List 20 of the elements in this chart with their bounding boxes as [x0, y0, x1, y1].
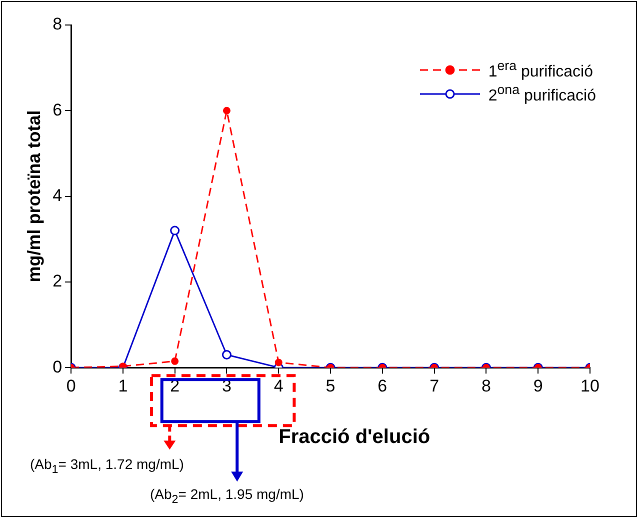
x-tick-label: 6: [378, 376, 388, 396]
y-tick-label: 4: [52, 186, 62, 205]
x-tick-label: 9: [533, 376, 543, 396]
y-tick-label: 8: [52, 14, 62, 34]
x-tick-label: 4: [274, 376, 284, 396]
text: (Ab$_{2}$= 2mL, 1.95 mg/mL): [150, 486, 304, 506]
text: (Ab$_{1}$= 3mL, 1.72 mg/mL): [30, 456, 184, 476]
y-tick-label: 0: [52, 357, 62, 376]
x-tick-label: 8: [481, 376, 491, 396]
x-tick-label: 0: [66, 376, 76, 396]
x-tick-label: 7: [430, 376, 440, 396]
x-tick-label: 10: [580, 376, 600, 396]
x-axis-title: Fracció d'elució: [278, 426, 430, 449]
legend-label: 2$^{ona}$ purificació: [488, 82, 596, 106]
y-tick-label: 2: [52, 272, 62, 291]
y-tick-label: 6: [52, 100, 62, 120]
x-tick-label: 1: [118, 376, 128, 396]
y-axis-title: mg/ml proteïna total: [24, 110, 44, 282]
x-tick-label: 5: [326, 376, 336, 396]
legend-label: 1$^{era}$ purificació: [488, 58, 594, 82]
